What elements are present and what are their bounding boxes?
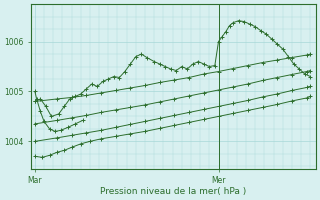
- X-axis label: Pression niveau de la mer( hPa ): Pression niveau de la mer( hPa ): [100, 187, 247, 196]
